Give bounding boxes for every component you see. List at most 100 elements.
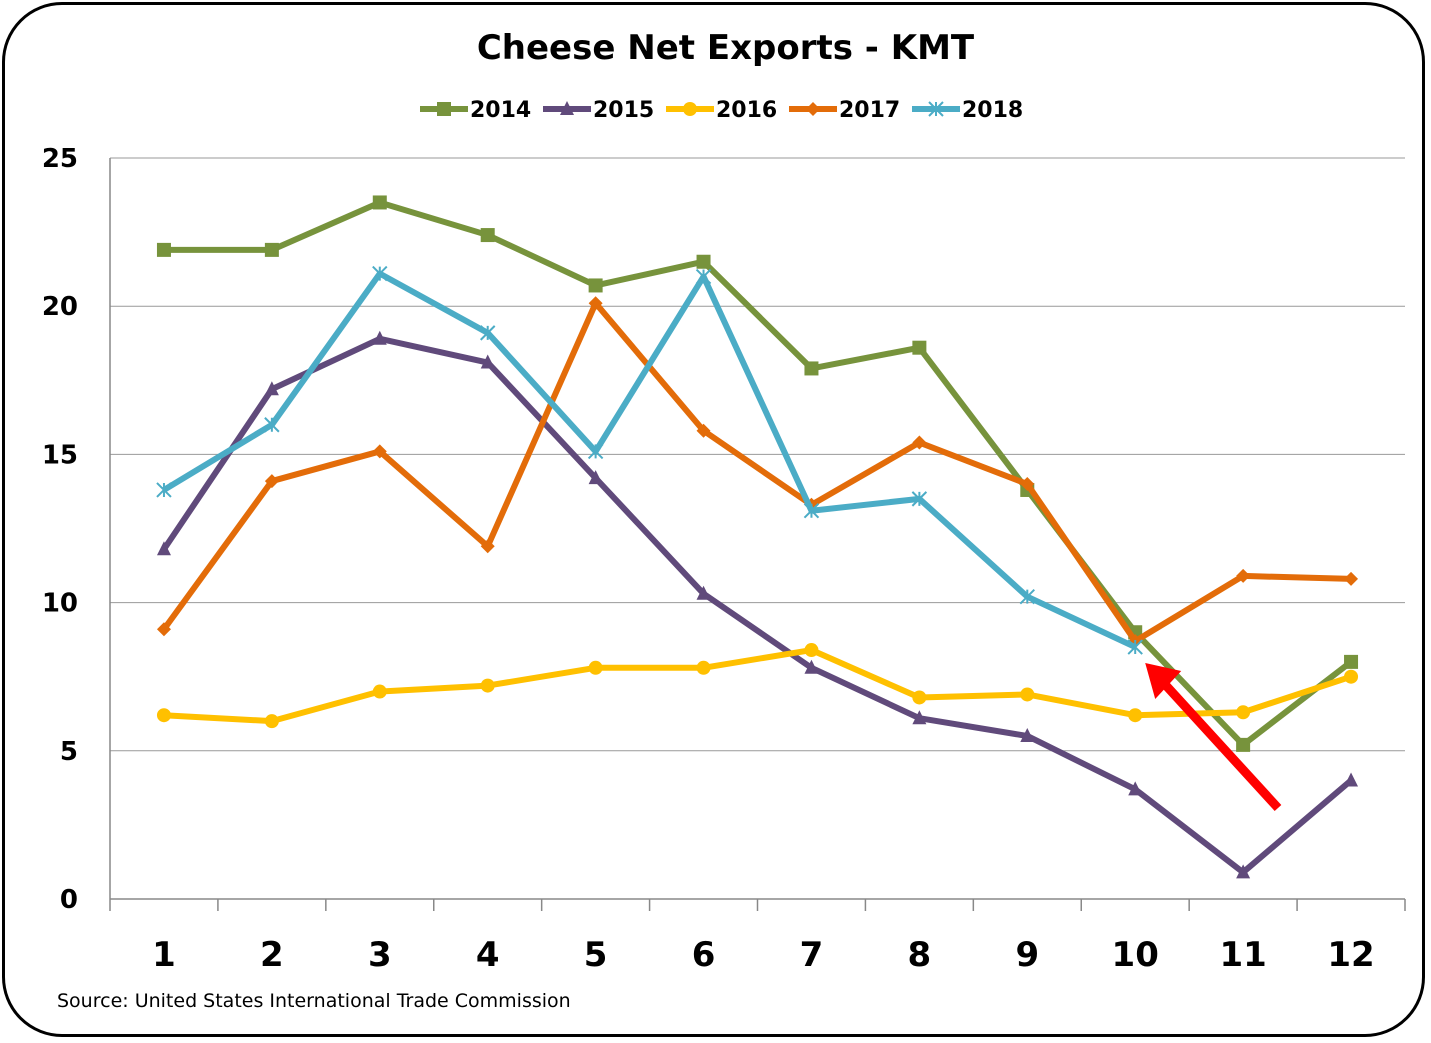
marker-triangle [1344, 772, 1359, 787]
series-line [161, 335, 1353, 876]
marker-diamond [480, 539, 495, 554]
marker-diamond [912, 435, 927, 450]
marker-star [156, 482, 172, 498]
marker-triangle [696, 585, 711, 600]
marker-diamond [1344, 571, 1359, 586]
chart-title: Cheese Net Exports - KMT [476, 28, 975, 68]
legend-label: 2015 [593, 98, 654, 123]
legend-label: 2016 [716, 98, 777, 123]
legend-label: 2018 [962, 98, 1023, 123]
marker-diamond [1020, 477, 1035, 492]
legend-item-2016: 2016 [666, 98, 777, 123]
x-tick-label: 1 [152, 935, 176, 975]
x-tick-label: 6 [692, 935, 716, 975]
marker-circle [372, 684, 387, 699]
legend-label: 2014 [470, 98, 531, 123]
series-2018 [156, 265, 1143, 655]
marker-square [437, 102, 451, 116]
marker-triangle [1020, 727, 1035, 742]
series-line [163, 647, 1352, 725]
marker-diamond [806, 102, 820, 116]
marker-star [695, 268, 712, 285]
marker-circle [696, 660, 711, 675]
marker-star [1019, 588, 1035, 605]
legend-item-2018: 2018 [912, 98, 1023, 123]
marker-diamond [1236, 568, 1251, 583]
y-tick-label: 25 [42, 144, 78, 174]
marker-diamond [372, 444, 387, 459]
marker-circle [156, 708, 171, 723]
legend-item-2017: 2017 [789, 98, 900, 123]
marker-square [696, 254, 711, 269]
marker-triangle [560, 101, 574, 115]
marker-circle [1236, 705, 1251, 720]
marker-circle [480, 678, 495, 693]
source-note: Source: United States International Trad… [57, 990, 571, 1012]
marker-diamond [264, 474, 279, 489]
marker-square [264, 242, 279, 257]
marker-diamond [696, 423, 711, 438]
x-tick-label: 9 [1015, 935, 1039, 975]
marker-square [480, 228, 495, 243]
marker-circle [264, 714, 279, 729]
series-2016 [156, 643, 1359, 729]
x-tick-label: 11 [1219, 935, 1266, 975]
marker-circle [804, 643, 819, 658]
y-tick-label: 20 [42, 292, 78, 322]
marker-square [1236, 737, 1251, 752]
marker-star [480, 325, 496, 341]
x-tick-label: 5 [584, 935, 608, 975]
marker-triangle [156, 541, 171, 556]
x-tick-label: 8 [908, 935, 932, 975]
marker-star [1127, 639, 1143, 655]
x-tick-label: 3 [368, 935, 392, 975]
legend-item-2015: 2015 [543, 98, 654, 123]
y-tick-label: 0 [60, 885, 78, 915]
marker-star [928, 101, 944, 117]
x-tick-label: 2 [260, 935, 284, 975]
y-tick-label: 15 [42, 440, 78, 470]
marker-square [804, 361, 819, 376]
marker-triangle [588, 470, 603, 485]
marker-circle [1128, 708, 1143, 723]
series-2015 [156, 330, 1359, 879]
series-2014 [156, 195, 1359, 752]
marker-triangle [480, 354, 495, 369]
x-tick-label: 4 [476, 935, 500, 975]
x-tick-label: 10 [1112, 935, 1159, 975]
marker-triangle [912, 710, 927, 725]
marker-triangle [264, 381, 279, 396]
marker-triangle [1236, 864, 1251, 879]
legend-item-2014: 2014 [420, 98, 531, 123]
marker-star [911, 491, 928, 507]
marker-square [1344, 654, 1359, 669]
marker-triangle [372, 330, 387, 345]
marker-triangle [804, 659, 819, 674]
x-tick-label: 7 [800, 935, 824, 975]
marker-star [803, 503, 820, 519]
series-line [163, 199, 1353, 748]
marker-circle [1344, 669, 1359, 684]
marker-star [372, 265, 388, 282]
marker-circle [1020, 687, 1035, 702]
y-tick-label: 10 [42, 589, 78, 619]
marker-square [588, 278, 603, 293]
x-tick-label: 12 [1327, 935, 1374, 975]
marker-star [264, 417, 280, 433]
marker-square [912, 340, 927, 355]
marker-square [372, 195, 387, 210]
marker-diamond [156, 622, 171, 637]
series-line [161, 300, 1352, 645]
marker-circle [683, 102, 697, 116]
annotation-arrow-head [1145, 663, 1182, 700]
y-tick-label: 5 [60, 737, 78, 767]
marker-star [587, 443, 604, 460]
series-2017 [156, 296, 1359, 649]
marker-diamond [588, 296, 603, 311]
legend-label: 2017 [839, 98, 900, 123]
series-line [162, 270, 1137, 650]
marker-triangle [1128, 781, 1143, 796]
marker-circle [912, 690, 927, 705]
